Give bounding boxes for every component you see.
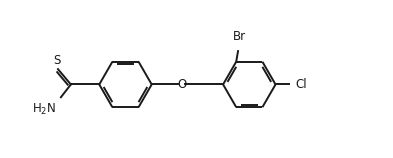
Text: O: O [177,78,186,91]
Text: Cl: Cl [295,78,307,91]
Text: H$_2$N: H$_2$N [32,102,56,117]
Text: S: S [53,54,60,67]
Text: Br: Br [233,30,246,43]
